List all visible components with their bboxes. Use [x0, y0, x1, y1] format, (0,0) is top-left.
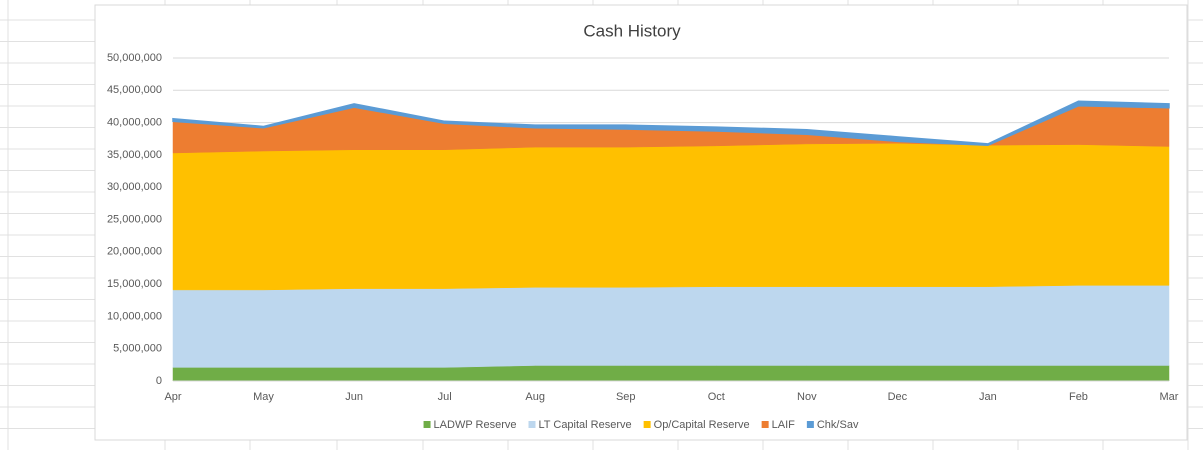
area [172, 365, 1170, 382]
legend-swatch [643, 421, 651, 428]
x-tick-label: May [253, 391, 274, 403]
y-tick-label: 25,000,000 [107, 213, 162, 225]
legend-label: Op/Capital Reserve [654, 419, 750, 431]
x-tick-label: Feb [1069, 391, 1088, 403]
area [172, 285, 1170, 368]
x-tick-label: Jul [438, 391, 452, 403]
x-tick-label: Mar [1160, 391, 1179, 403]
y-tick-label: 50,000,000 [107, 52, 162, 64]
y-tick-label: 20,000,000 [107, 246, 162, 258]
legend-swatch [761, 421, 769, 428]
legend-label: LADWP Reserve [434, 419, 517, 431]
x-tick-label: Aug [525, 391, 545, 403]
x-tick-label: Apr [164, 391, 181, 403]
y-tick-label: 40,000,000 [107, 117, 162, 129]
x-tick-label: Sep [616, 391, 636, 403]
x-tick-label: Dec [888, 391, 908, 403]
x-tick-label: Jan [979, 391, 997, 403]
y-tick-label: 0 [156, 375, 162, 387]
area [172, 143, 1170, 291]
legend-label: LT Capital Reserve [538, 419, 631, 431]
legend-label: LAIF [772, 419, 796, 431]
x-tick-label: Oct [708, 391, 725, 403]
legend-swatch [806, 421, 814, 428]
y-tick-label: 35,000,000 [107, 149, 162, 161]
y-tick-label: 30,000,000 [107, 181, 162, 193]
legend-swatch [528, 421, 536, 428]
y-tick-label: 5,000,000 [113, 343, 162, 355]
y-tick-label: 15,000,000 [107, 278, 162, 290]
area [172, 100, 1170, 146]
chart-title: Cash History [583, 21, 681, 40]
y-tick-label: 45,000,000 [107, 84, 162, 96]
legend-label: Chk/Sav [817, 419, 859, 431]
legend: LADWP Reserve LT Capital Reserve Op/Capita… [423, 419, 859, 431]
legend-swatch [423, 421, 431, 428]
x-tick-label: Nov [797, 391, 817, 403]
x-tick-label: Jun [345, 391, 363, 403]
y-tick-label: 10,000,000 [107, 310, 162, 322]
